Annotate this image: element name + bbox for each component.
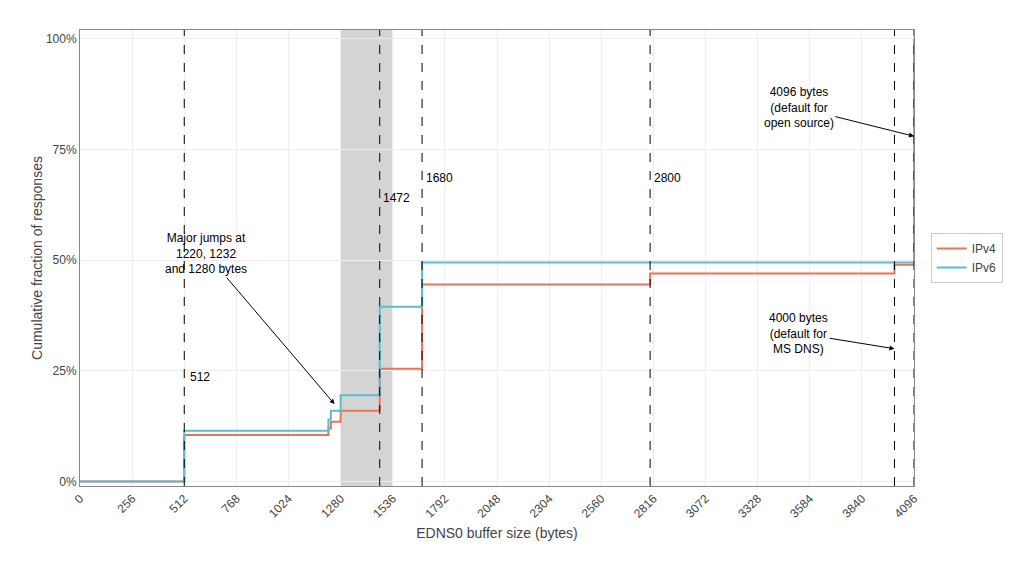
svg-text:4000 bytes(default forMS DNS): 4000 bytes(default forMS DNS): [769, 311, 828, 356]
svg-text:Major jumps at1220, 1232and 12: Major jumps at1220, 1232and 1280 bytes: [165, 231, 247, 276]
svg-text:256: 256: [114, 492, 138, 516]
svg-text:25%: 25%: [53, 364, 77, 378]
svg-text:2816: 2816: [631, 492, 660, 521]
svg-text:2048: 2048: [475, 492, 504, 521]
svg-text:3328: 3328: [735, 492, 764, 521]
svg-text:100%: 100%: [46, 32, 77, 46]
svg-text:0: 0: [72, 492, 87, 507]
svg-text:0%: 0%: [59, 475, 77, 489]
svg-text:IPv4: IPv4: [972, 242, 996, 256]
svg-text:512: 512: [190, 370, 210, 384]
svg-text:768: 768: [219, 492, 243, 516]
svg-text:2304: 2304: [527, 492, 556, 521]
svg-text:1792: 1792: [422, 492, 451, 521]
svg-text:Cumulative fraction of respons: Cumulative fraction of responses: [29, 156, 45, 360]
svg-text:3840: 3840: [839, 492, 868, 521]
svg-text:4096 bytes(default foropen sou: 4096 bytes(default foropen source): [764, 85, 834, 130]
svg-text:1472: 1472: [383, 191, 410, 205]
svg-text:1280: 1280: [318, 492, 347, 521]
svg-text:1536: 1536: [370, 492, 399, 521]
svg-text:50%: 50%: [53, 253, 77, 267]
svg-text:512: 512: [167, 492, 191, 516]
svg-text:1024: 1024: [266, 492, 295, 521]
svg-text:2800: 2800: [654, 171, 681, 185]
svg-text:2560: 2560: [579, 492, 608, 521]
svg-text:3072: 3072: [683, 492, 712, 521]
svg-text:3584: 3584: [787, 492, 816, 521]
svg-text:IPv6: IPv6: [972, 261, 996, 275]
svg-text:4096: 4096: [892, 492, 921, 521]
svg-text:EDNS0 buffer size (bytes): EDNS0 buffer size (bytes): [416, 525, 578, 541]
svg-text:75%: 75%: [53, 143, 77, 157]
svg-text:1680: 1680: [426, 171, 453, 185]
